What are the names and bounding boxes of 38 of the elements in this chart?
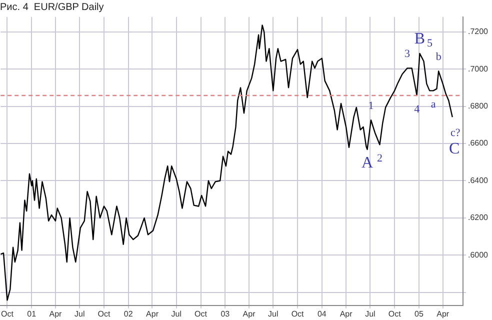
annotation: 1 xyxy=(368,100,374,112)
x-tick-label: Oct xyxy=(388,309,402,318)
x-tick-label: Jul xyxy=(365,309,376,318)
y-tick-label: .7200 xyxy=(468,27,489,36)
annotation: b xyxy=(436,51,442,64)
chart-title: Рис. 4 EUR/GBP Daily xyxy=(0,2,104,13)
annotation: 2 xyxy=(376,152,382,165)
annotation: 5 xyxy=(427,37,434,50)
y-tick-label: .6200 xyxy=(468,213,489,222)
x-tick-label: Oct xyxy=(194,309,208,318)
annotation: B xyxy=(414,30,426,48)
x-tick-label: 02 xyxy=(124,309,134,318)
x-tick-label: Apr xyxy=(146,309,159,318)
y-tick-label: .6800 xyxy=(468,102,489,111)
x-tick-label: Oct xyxy=(98,309,111,318)
x-tick-label: Jul xyxy=(74,309,85,318)
annotation: 4 xyxy=(414,103,420,116)
y-tick-label: .6600 xyxy=(468,138,489,148)
x-tick-label: 04 xyxy=(317,309,327,318)
annotation: c? xyxy=(450,126,460,139)
x-tick-label: Jul xyxy=(171,309,182,318)
x-tick-label: Apr xyxy=(49,309,62,318)
y-tick-label: .6000 xyxy=(468,250,489,260)
x-tick-label: 03 xyxy=(220,309,230,318)
x-tick-label: Oct xyxy=(0,309,14,318)
x-tick-label: Apr xyxy=(436,309,450,318)
annotation: 3 xyxy=(404,48,411,60)
x-tick-label: Jul xyxy=(268,309,278,318)
x-tick-label: 05 xyxy=(414,309,424,318)
annotation: C xyxy=(449,140,460,158)
y-tick-label: .6400 xyxy=(468,176,489,185)
x-tick-label: Oct xyxy=(291,309,305,318)
y-tick-label: .7000 xyxy=(468,64,489,74)
annotation: A xyxy=(361,154,374,172)
x-tick-label: Apr xyxy=(242,309,256,318)
annotation: a xyxy=(430,98,436,111)
x-tick-label: Apr xyxy=(340,309,353,318)
x-tick-label: 01 xyxy=(27,309,37,318)
